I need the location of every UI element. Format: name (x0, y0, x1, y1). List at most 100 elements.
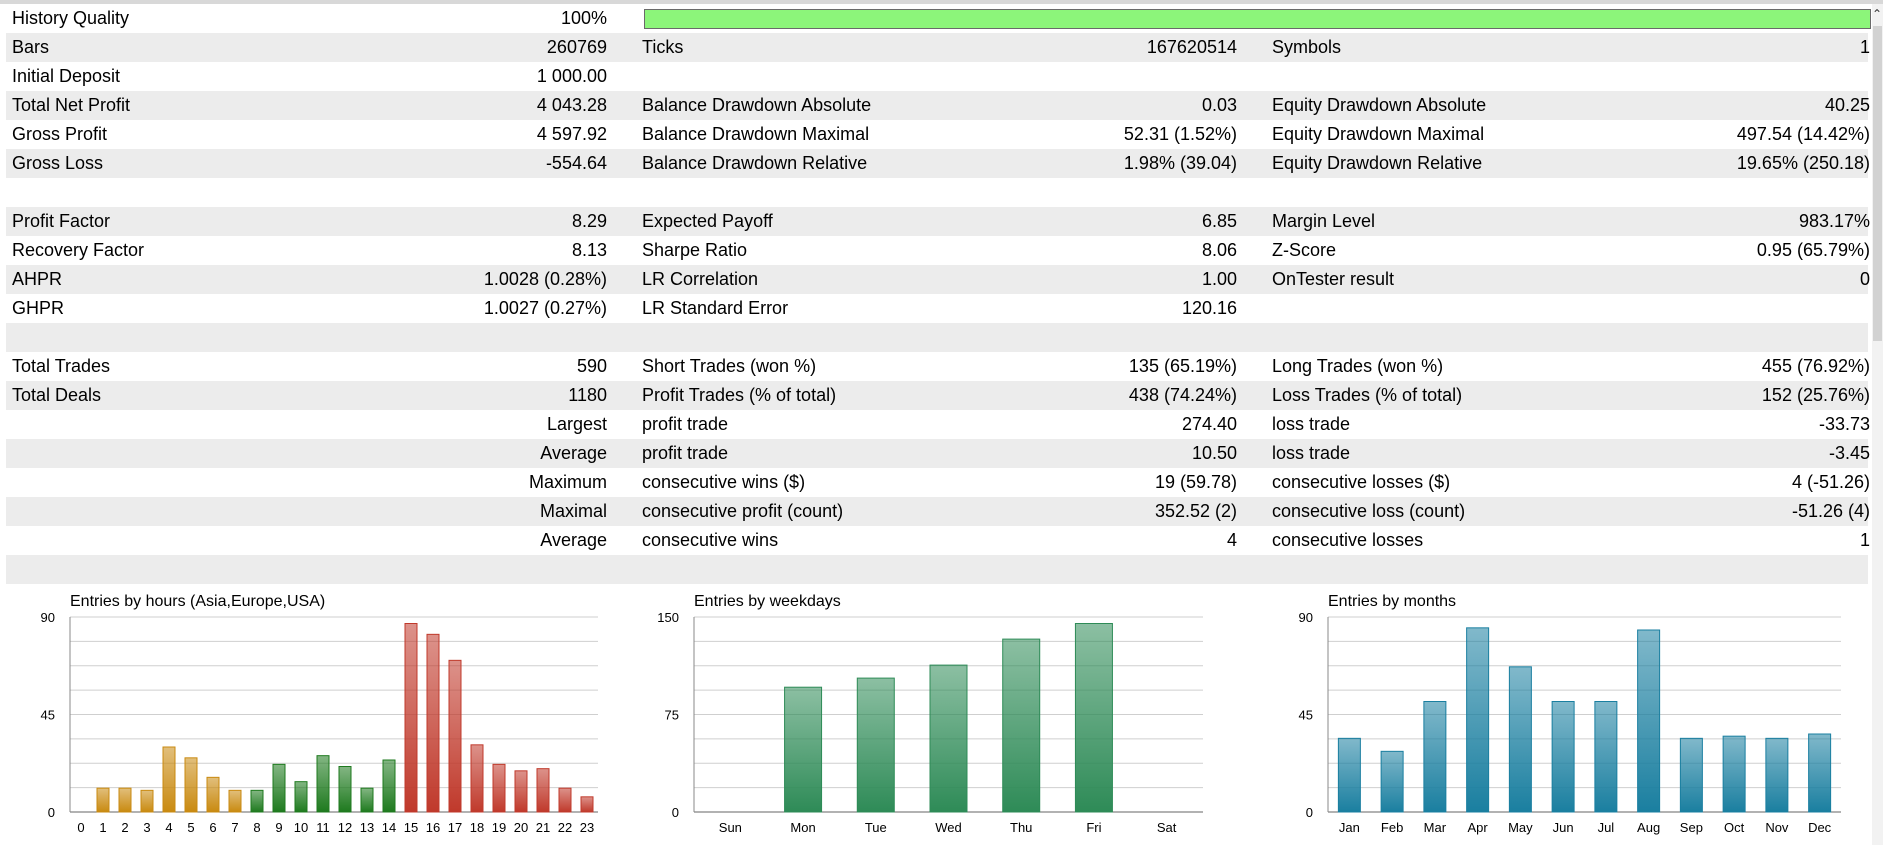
field-value: 4 (1226, 530, 1237, 550)
bar-13 (360, 787, 374, 813)
field-value: 0.03 (1201, 95, 1237, 115)
table-row (6, 178, 1868, 207)
field-value: 10.50 (1191, 443, 1237, 463)
field-label: Sharpe Ratio (642, 240, 748, 260)
field-label: Gross Profit (12, 124, 108, 144)
field-value: 1.0027 (0.27%) (483, 298, 607, 318)
x-tick-label: 6 (209, 820, 216, 835)
bar-Dec (1808, 733, 1832, 813)
bar-16 (426, 633, 440, 813)
field-label: consecutive wins (642, 530, 779, 550)
field-value (1586, 62, 1870, 91)
y-tick-label: 150 (657, 610, 679, 625)
field-value (1586, 555, 1870, 584)
x-tick-label: 2 (121, 820, 128, 835)
field-value: 152 (25.76%) (1761, 385, 1870, 405)
bar-Jan (1337, 737, 1361, 813)
table-row: Maximum consecutive wins ($) 19 (59.78) con… (6, 468, 1870, 497)
bar-May (1508, 666, 1532, 813)
field-label: Balance Drawdown Relative (642, 153, 868, 173)
field-value: 8.29 (571, 211, 607, 231)
scrollbar-thumb[interactable] (1873, 26, 1882, 341)
field-value: 40.25 (1824, 95, 1870, 115)
bar-Jul (1594, 701, 1618, 813)
x-tick-label: 23 (580, 820, 594, 835)
table-row: AHPR 1.0028 (0.28%) LR Correlation 1.00 OnTe… (6, 265, 1870, 294)
field-value: Average (540, 530, 607, 550)
field-label: Bars (12, 37, 50, 57)
table-row: Total Deals 1180 Profit Trades (% of total… (6, 381, 1870, 410)
table-row: Recovery Factor 8.13 Sharpe Ratio 8.06 Z-Sco… (6, 236, 1870, 265)
field-value (1586, 178, 1870, 207)
y-tick-label: 0 (672, 805, 679, 820)
field-label: GHPR (12, 298, 65, 318)
chart-0: Entries by hours (Asia,Europe,USA) 0 45 90 0… (41, 593, 598, 835)
y-tick-label: 90 (41, 610, 55, 625)
x-tick-label: 15 (404, 820, 418, 835)
x-tick-label: Jul (1598, 820, 1615, 835)
chevron-up-icon[interactable]: ⌃ (1871, 7, 1883, 21)
field-label: OnTester result (1272, 269, 1395, 289)
field-label: Equity Drawdown Relative (1272, 153, 1483, 173)
field-value (966, 62, 1237, 91)
chart-title: Entries by weekdays (694, 593, 841, 610)
bar-Feb (1380, 750, 1404, 813)
field-label: profit trade (642, 414, 729, 434)
field-label: Short Trades (won %) (642, 356, 817, 376)
field-label: Total Trades (12, 356, 111, 376)
x-tick-label: Wed (935, 820, 962, 835)
bar-Jun (1551, 701, 1575, 813)
top-border (0, 0, 1883, 4)
chart-title: Entries by hours (Asia,Europe,USA) (70, 593, 325, 610)
bar-12 (338, 766, 352, 813)
field-label: consecutive wins ($) (642, 472, 806, 492)
field-value (1586, 294, 1870, 323)
vertical-scrollbar[interactable] (1872, 4, 1883, 845)
field-value: 6.85 (1201, 211, 1237, 231)
table-row (6, 555, 1868, 584)
bar-Mar (1423, 701, 1447, 813)
x-tick-label: 8 (253, 820, 260, 835)
bar-Thu (1002, 638, 1041, 813)
x-tick-label: 10 (294, 820, 308, 835)
field-value: -3.45 (1828, 443, 1870, 463)
bar-Aug (1637, 629, 1661, 813)
field-value: 1180 (568, 385, 607, 405)
bar-23 (580, 796, 594, 813)
x-tick-label: 1 (99, 820, 106, 835)
field-label: consecutive losses ($) (1272, 472, 1451, 492)
x-tick-label: Feb (1381, 820, 1403, 835)
field-value: 167620514 (1146, 37, 1237, 57)
field-label: Equity Drawdown Absolute (1272, 95, 1487, 115)
field-label: Initial Deposit (12, 66, 121, 86)
field-value: 455 (76.92%) (1761, 356, 1870, 376)
chart-1: Entries by weekdays 0 75 150 Sun Mon Tue Wed Thu… (657, 593, 1203, 835)
x-tick-label: Fri (1086, 820, 1101, 835)
field-value: Average (540, 443, 607, 463)
bar-1 (96, 787, 110, 813)
table-row: Profit Factor 8.29 Expected Payoff 6.85 Marg… (6, 207, 1870, 236)
field-label: Z-Score (1272, 240, 1337, 260)
bar-Oct (1722, 735, 1746, 813)
x-tick-label: 18 (470, 820, 484, 835)
field-value: 0.95 (65.79%) (1756, 240, 1870, 260)
field-value: 1.0028 (0.28%) (483, 269, 607, 289)
field-value: 590 (576, 356, 607, 376)
field-label: Profit Trades (% of total) (642, 385, 837, 405)
y-tick-label: 0 (48, 805, 55, 820)
field-label: AHPR (12, 269, 63, 289)
table-row (6, 323, 1868, 352)
field-value (966, 178, 1237, 207)
table-row: Average consecutive wins 4 consecutive loss… (6, 526, 1870, 555)
bar-19 (492, 763, 506, 813)
field-value: 8.13 (571, 240, 607, 260)
field-value: Maximal (539, 501, 607, 521)
x-tick-label: Jun (1553, 820, 1574, 835)
field-value: 0 (1859, 269, 1870, 289)
field-label: Ticks (642, 37, 684, 57)
field-value (1586, 323, 1870, 352)
field-value: 120.16 (1181, 298, 1237, 318)
x-tick-label: 12 (338, 820, 352, 835)
field-value: 352.52 (2) (1154, 501, 1237, 521)
